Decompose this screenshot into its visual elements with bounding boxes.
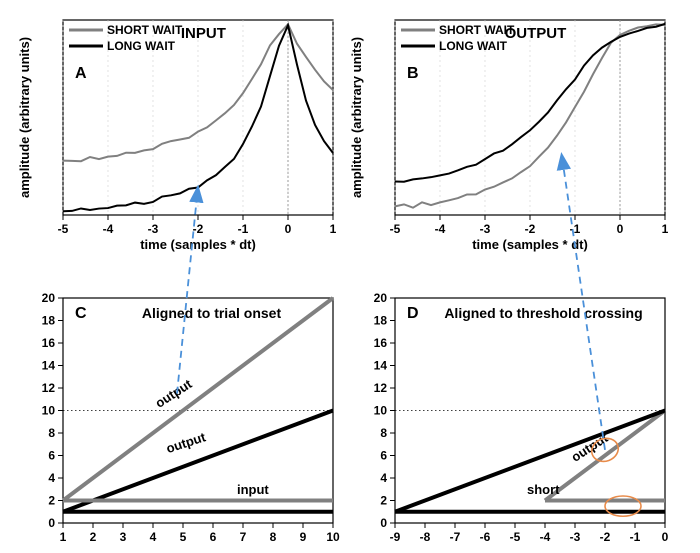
ytick-label: 20 [42,291,56,305]
ytick-label: 2 [48,494,55,508]
xtick-label: 5 [180,530,187,544]
xtick-label: 4 [150,530,157,544]
ytick-label: 18 [374,314,388,328]
xtick-label: -1 [630,530,641,544]
xtick-label: 10 [326,530,340,544]
legend-label-long: LONG WAIT [439,39,508,53]
xtick-label: 1 [330,222,337,236]
legend-label-long: LONG WAIT [107,39,176,53]
panel-title: Aligned to trial onset [142,305,282,321]
xtick-label: -3 [570,530,581,544]
ytick-label: 8 [380,426,387,440]
ytick-label: 10 [42,404,56,418]
xtick-label: -9 [390,530,401,544]
ytick-label: 20 [374,291,388,305]
xtick-label: 1 [60,530,67,544]
ytick-label: 4 [380,471,387,485]
ytick-label: 2 [380,494,387,508]
line-label: input [237,482,269,497]
xtick-label: 9 [300,530,307,544]
xtick-label: 8 [270,530,277,544]
xtick-label: 0 [617,222,624,236]
xtick-label: 2 [90,530,97,544]
xtick-label: -4 [435,222,446,236]
ytick-label: 0 [380,516,387,530]
xtick-label: 3 [120,530,127,544]
ytick-label: 12 [374,381,388,395]
xtick-label: -5 [390,222,401,236]
xtick-label: -2 [600,530,611,544]
ylabel: amplitude (arbitrary units) [349,37,364,198]
xtick-label: 0 [662,530,669,544]
ytick-label: 4 [48,471,55,485]
xtick-label: -4 [103,222,114,236]
xlabel: time (samples * dt) [472,237,588,252]
panel-letter: B [407,65,419,82]
panel-title: INPUT [181,25,226,42]
xtick-label: 1 [662,222,669,236]
ytick-label: 14 [42,359,56,373]
ytick-label: 0 [48,516,55,530]
xtick-label: -8 [420,530,431,544]
xtick-label: -1 [238,222,249,236]
legend-label-short: SHORT WAIT [107,23,183,37]
ytick-label: 14 [374,359,388,373]
ytick-label: 18 [42,314,56,328]
xtick-label: -7 [450,530,461,544]
ytick-label: 8 [48,426,55,440]
ytick-label: 6 [380,449,387,463]
xtick-label: 0 [285,222,292,236]
ytick-label: 16 [42,336,56,350]
panel-letter: C [75,305,87,322]
line-label: short [527,482,560,497]
legend-label-short: SHORT WAIT [439,23,515,37]
ytick-label: 6 [48,449,55,463]
ytick-label: 12 [42,381,56,395]
xtick-label: 6 [210,530,217,544]
xtick-label: -5 [510,530,521,544]
xtick-label: -3 [480,222,491,236]
ytick-label: 16 [374,336,388,350]
panel-letter: A [75,65,87,82]
ylabel: amplitude (arbitrary units) [17,37,32,198]
xtick-label: -5 [58,222,69,236]
panel-title: Aligned to threshold crossing [444,305,642,321]
xtick-label: -3 [148,222,159,236]
ytick-label: 10 [374,404,388,418]
xlabel: time (samples * dt) [140,237,256,252]
xtick-label: -6 [480,530,491,544]
panel-letter: D [407,305,419,322]
xtick-label: 7 [240,530,247,544]
xtick-label: -4 [540,530,551,544]
xtick-label: -2 [525,222,536,236]
